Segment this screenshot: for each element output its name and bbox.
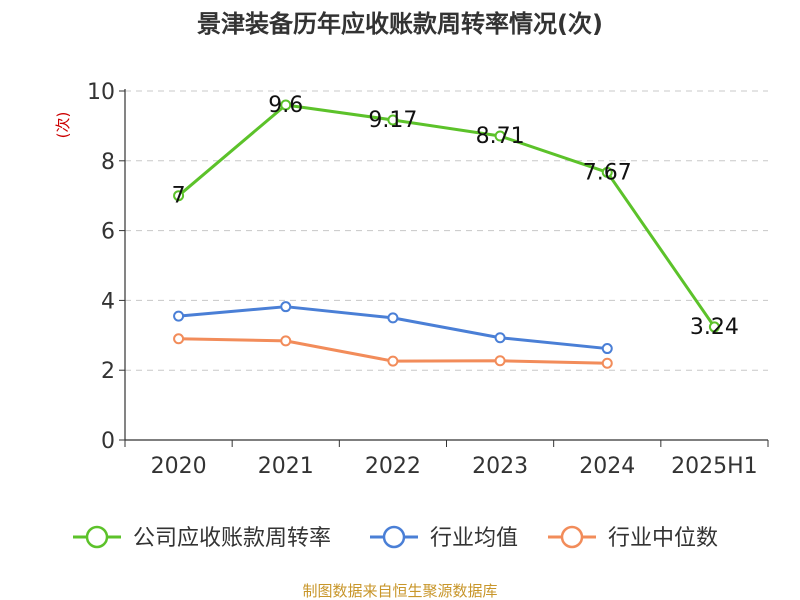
data-point-1-2023[interactable] xyxy=(494,332,506,344)
y-tick-label-4: 4 xyxy=(101,289,115,314)
chart-title: 景津装备历年应收账款周转率情况(次) xyxy=(197,10,603,38)
data-point-0-2024[interactable] xyxy=(601,166,613,178)
data-label-2024: 7.67 xyxy=(583,160,632,185)
data-point-2-2020[interactable] xyxy=(173,333,185,345)
legend-item-1[interactable]: 行业均值 xyxy=(370,525,518,551)
y-tick-label-0: 0 xyxy=(101,429,115,454)
y-axis-label: (次) xyxy=(54,112,72,139)
legend-label-0: 公司应收账款周转率 xyxy=(133,526,331,551)
data-point-2-2022[interactable] xyxy=(387,355,399,367)
y-tick-label-10: 10 xyxy=(87,80,115,105)
data-label-2023: 8.71 xyxy=(476,124,525,149)
data-label-2020: 7 xyxy=(172,184,186,209)
legend-marker-0 xyxy=(85,525,109,549)
x-tick-label-2020: 2020 xyxy=(151,454,207,479)
series-line-0 xyxy=(177,103,716,328)
legend[interactable]: 公司应收账款周转率 行业均值 行业中位数 xyxy=(73,525,718,551)
legend-label-2: 行业中位数 xyxy=(608,526,718,551)
y-tick-label-2: 2 xyxy=(101,359,115,384)
data-point-1-2021[interactable] xyxy=(280,301,292,313)
data-label-2025H1: 3.24 xyxy=(690,315,739,340)
data-point-1-2020[interactable] xyxy=(173,310,185,322)
y-tick-label-6: 6 xyxy=(101,220,115,245)
data-point-0-2023[interactable] xyxy=(494,130,506,142)
data-point-2-2021[interactable] xyxy=(280,335,292,347)
legend-item-2[interactable]: 行业中位数 xyxy=(548,525,718,551)
data-point-1-2022[interactable] xyxy=(387,312,399,324)
x-tick-label-2023: 2023 xyxy=(472,454,528,479)
source-note: 制图数据来自恒生聚源数据库 xyxy=(302,582,497,600)
legend-marker-2 xyxy=(560,525,584,549)
x-tick-label-2024: 2024 xyxy=(579,454,635,479)
legend-marker-1 xyxy=(382,525,406,549)
y-tick-label-8: 8 xyxy=(101,150,115,175)
data-point-1-2024[interactable] xyxy=(601,343,613,355)
axes: 0 2 4 6 8 10 2020 2021 2022 2023 2024 2025H1 xyxy=(87,80,769,479)
data-label-2021: 9.6 xyxy=(268,93,303,118)
series-group xyxy=(173,99,720,369)
data-label-2022: 9.17 xyxy=(368,108,417,133)
x-tick-label-2021: 2021 xyxy=(258,454,314,479)
data-point-0-2021[interactable] xyxy=(280,99,292,111)
data-labels: 7 9.6 9.17 8.71 7.67 3.24 xyxy=(172,93,739,340)
data-point-2-2024[interactable] xyxy=(601,357,613,369)
grid-lines xyxy=(125,90,768,371)
x-tick-label-2022: 2022 xyxy=(365,454,421,479)
data-point-0-2020[interactable] xyxy=(173,190,185,202)
legend-item-0[interactable]: 公司应收账款周转率 xyxy=(73,525,331,551)
x-tick-label-2025H1: 2025H1 xyxy=(671,454,758,479)
data-point-0-2025H1[interactable] xyxy=(708,321,720,333)
data-point-0-2022[interactable] xyxy=(387,114,399,126)
legend-label-1: 行业均值 xyxy=(430,526,518,551)
data-point-2-2023[interactable] xyxy=(494,355,506,367)
